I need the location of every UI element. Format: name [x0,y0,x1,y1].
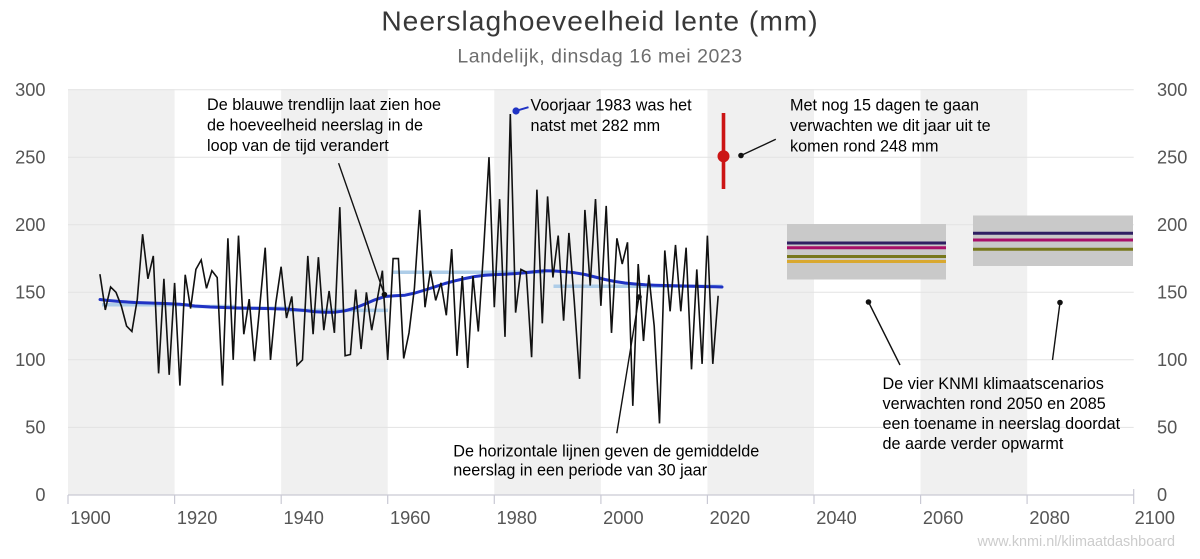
svg-text:verwachten we dit jaar uit te: verwachten we dit jaar uit te [790,117,991,135]
svg-text:150: 150 [1157,283,1187,303]
svg-text:De vier KNMI klimaatscenarios: De vier KNMI klimaatscenarios [883,375,1104,393]
svg-text:250: 250 [1157,148,1187,168]
svg-text:150: 150 [15,283,45,303]
svg-text:2040: 2040 [816,508,856,528]
svg-text:250: 250 [15,148,45,168]
svg-text:Met nog 15 dagen te gaan: Met nog 15 dagen te gaan [790,97,979,115]
svg-text:2100: 2100 [1135,508,1175,528]
svg-text:Voorjaar 1983 was het: Voorjaar 1983 was het [531,97,693,115]
svg-text:1960: 1960 [390,508,430,528]
svg-text:2000: 2000 [603,508,643,528]
svg-text:een toename in neerslag doorda: een toename in neerslag doordat [883,415,1121,433]
svg-text:2060: 2060 [923,508,963,528]
svg-text:De blauwe trendlijn laat zien: De blauwe trendlijn laat zien hoe [207,96,441,114]
svg-text:200: 200 [1157,215,1187,235]
svg-text:0: 0 [35,485,45,505]
svg-text:100: 100 [1157,350,1187,370]
svg-text:Neerslaghoeveelheid lente (mm): Neerslaghoeveelheid lente (mm) [381,5,818,37]
svg-text:2080: 2080 [1029,508,1069,528]
svg-text:50: 50 [1157,418,1177,438]
svg-text:natst met 282 mm: natst met 282 mm [531,117,661,135]
svg-text:1980: 1980 [497,508,537,528]
svg-text:50: 50 [25,418,45,438]
svg-text:verwachten rond 2050 en 2085: verwachten rond 2050 en 2085 [883,395,1106,413]
svg-text:200: 200 [15,215,45,235]
svg-text:De horizontale lijnen geven de: De horizontale lijnen geven de gemiddeld… [453,443,759,461]
svg-text:1920: 1920 [177,508,217,528]
svg-text:300: 300 [1157,80,1187,100]
svg-text:1900: 1900 [70,508,110,528]
svg-text:300: 300 [15,80,45,100]
svg-text:0: 0 [1157,485,1167,505]
svg-text:komen rond 248 mm: komen rond 248 mm [790,138,938,156]
svg-text:de aarde verder opwarmt: de aarde verder opwarmt [883,435,1064,453]
svg-text:www.knmi.nl/klimaatdashboard: www.knmi.nl/klimaatdashboard [976,534,1175,550]
svg-text:100: 100 [15,350,45,370]
svg-text:de hoeveelheid neerslag in de: de hoeveelheid neerslag in de [207,117,423,135]
svg-text:neerslag in een periode van 30: neerslag in een periode van 30 jaar [453,462,707,480]
svg-text:loop van de tijd verandert: loop van de tijd verandert [207,137,389,155]
svg-text:Landelijk, dinsdag 16 mei 2023: Landelijk, dinsdag 16 mei 2023 [457,46,742,68]
svg-text:2020: 2020 [710,508,750,528]
svg-text:1940: 1940 [283,508,323,528]
